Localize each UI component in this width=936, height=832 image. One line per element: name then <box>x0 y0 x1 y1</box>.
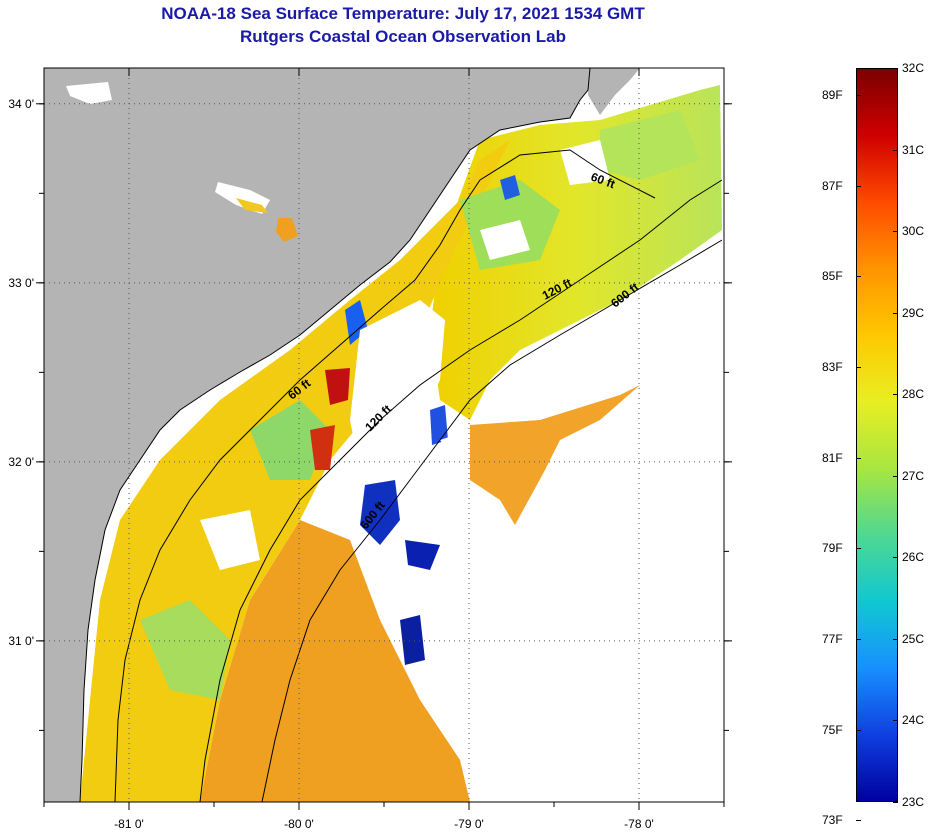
colorbar-celsius-label: 25C <box>902 631 925 646</box>
colorbar-fahrenheit-label: 87F <box>822 178 843 193</box>
lon-tick-label: -79 0' <box>454 817 484 831</box>
cloud-mask-1 <box>350 300 445 470</box>
colorbar-celsius-label: 24C <box>902 713 925 728</box>
colorbar-celsius-label: 23C <box>902 795 925 809</box>
colorbar-celsius-tick <box>893 557 898 559</box>
colorbar-fahrenheit-label: 85F <box>822 269 843 284</box>
inland-lake-4 <box>66 82 112 104</box>
colorbar-fahrenheit-tick <box>856 820 861 822</box>
cloud-mask-2 <box>440 430 722 802</box>
inland-lake-3 <box>276 218 298 242</box>
lon-tick-label: -81 0' <box>114 817 144 831</box>
colorbar-fahrenheit-label: 73F <box>822 813 843 828</box>
colorbar-celsius-label: 28C <box>902 387 925 402</box>
land-cape-fear <box>588 68 640 115</box>
colorbar-fahrenheit-tick <box>856 276 861 278</box>
colorbar-fahrenheit-tick <box>856 367 861 369</box>
colorbar-celsius-tick <box>893 68 898 69</box>
sst-cold-patch-2 <box>405 540 440 570</box>
lon-tick-label: -78 0' <box>624 817 654 831</box>
axis-ticks <box>36 68 732 810</box>
colorbar-celsius-label: 27C <box>902 468 925 483</box>
colorbar-fahrenheit-label: 77F <box>822 631 843 646</box>
colorbar-fahrenheit-tick <box>856 548 861 550</box>
colorbar-celsius-tick <box>893 231 898 233</box>
sst-warm-water-east <box>470 385 640 525</box>
sst-hot-patch-1 <box>325 368 350 405</box>
latitude-labels: 34 0' 33 0' 32 0' 31 0' <box>8 97 34 648</box>
colorbar-celsius-tick <box>893 475 898 477</box>
sst-cold-patch-1 <box>360 480 400 545</box>
inland-lake-2 <box>236 198 268 213</box>
map-title: NOAA-18 Sea Surface Temperature: July 17… <box>161 4 645 23</box>
cloud-mask-6 <box>480 220 530 260</box>
isobath-60ft <box>114 149 656 803</box>
colorbar-celsius-label: 30C <box>902 224 925 239</box>
sst-hot-patch-2 <box>310 425 335 470</box>
colorbar-celsius-label: 29C <box>902 305 925 320</box>
isobath-600ft <box>261 239 723 803</box>
lat-tick-label: 32 0' <box>8 455 34 469</box>
colorbar-celsius-label: 31C <box>902 142 925 157</box>
lat-tick-label: 31 0' <box>8 634 34 648</box>
longitude-labels: -81 0' -80 0' -79 0' -78 0' <box>114 817 654 831</box>
colorbar-celsius-tick <box>893 394 898 396</box>
colorbar-fahrenheit-tick <box>856 729 861 731</box>
map-subtitle: Rutgers Coastal Ocean Observation Lab <box>240 27 566 46</box>
sst-cold-patch-5 <box>400 615 425 665</box>
colorbar-fahrenheit-label: 89F <box>822 88 843 103</box>
isobath-120ft <box>199 179 723 803</box>
colorbar <box>856 68 898 802</box>
cloud-mask-4 <box>200 510 260 570</box>
lat-tick-label: 33 0' <box>8 276 34 290</box>
lat-tick-label: 34 0' <box>8 97 34 111</box>
sst-green-patch-4 <box>600 110 700 180</box>
colorbar-celsius-label: 32C <box>902 61 925 75</box>
colorbar-fahrenheit-label: 79F <box>822 541 843 556</box>
colorbar-celsius-tick <box>893 802 898 803</box>
colorbar-celsius-tick <box>893 149 898 151</box>
sst-green-patch-1 <box>140 600 230 700</box>
colorbar-celsius-tick <box>893 312 898 314</box>
colorbar-celsius-tick <box>893 638 898 640</box>
coastline <box>79 67 591 803</box>
sst-map: 60 ft 120 ft 600 ft 60 ft 120 ft 600 ft … <box>8 67 732 831</box>
colorbar-fahrenheit-tick <box>856 638 861 640</box>
colorbar-fahrenheit-tick <box>856 185 861 187</box>
sst-green-patch-2 <box>250 400 330 480</box>
colorbar-celsius-label: 26C <box>902 550 925 565</box>
colorbar-fahrenheit-label: 83F <box>822 360 843 375</box>
graticule <box>44 68 724 802</box>
colorbar-fahrenheit-tick <box>856 95 861 97</box>
land <box>44 68 590 802</box>
sst-cold-patch-6 <box>500 175 520 200</box>
sst-warm-water-south <box>200 520 470 802</box>
colorbar-fahrenheit-label: 81F <box>822 450 843 465</box>
colorbar-fahrenheit-tick <box>856 457 861 459</box>
colorbar-fahrenheit-label: 75F <box>822 722 843 737</box>
colorbar-celsius-tick <box>893 720 898 722</box>
lon-tick-label: -80 0' <box>284 817 314 831</box>
